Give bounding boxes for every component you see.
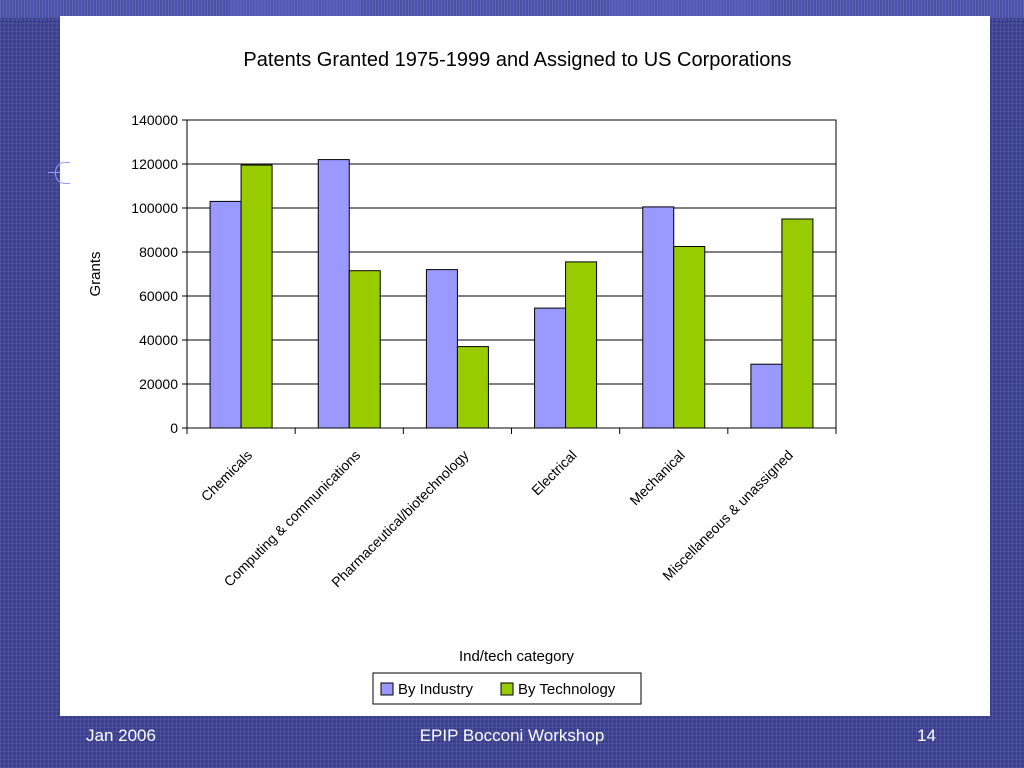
bar-by-technology [781,218,814,429]
bar-by-technology [673,246,706,429]
x-category-label: Miscellaneous & unassigned [659,447,796,584]
legend-label: By Technology [518,681,616,698]
legend-swatch [500,682,514,696]
footer-page-number: 14 [917,726,936,745]
y-tick-label: 0 [170,420,178,436]
bar-by-industry [209,200,242,429]
y-axis-label: Grants [87,251,104,296]
legend-swatch [380,682,394,696]
bar-by-industry [750,363,783,429]
bar-by-industry [425,269,458,429]
x-category-label: Electrical [528,447,579,498]
x-category-label: Chemicals [198,447,256,505]
legend-label: By Industry [398,681,474,698]
bar-by-industry [642,206,675,429]
footer-event: EPIP Bocconi Workshop [419,726,605,745]
bar-by-technology [240,164,273,429]
y-tick-label: 40000 [139,332,178,348]
bar-by-technology [348,270,381,429]
y-tick-label: 120000 [131,156,178,172]
x-category-label: Mechanical [626,447,687,508]
y-tick-label: 100000 [131,200,178,216]
bar-chart: Patents Granted 1975-1999 and Assigned t… [87,49,837,705]
bar-by-technology [565,261,598,429]
chart-title: Patents Granted 1975-1999 and Assigned t… [243,49,791,71]
bar-by-industry [534,307,567,429]
x-axis-label: Ind/tech category [459,648,575,665]
y-tick-label: 80000 [139,244,178,260]
decorative-connector-line [48,172,60,173]
slide-content-panel: Patents Granted 1975-1999 and Assigned t… [60,16,990,716]
decorative-connector-arc [55,162,70,184]
y-tick-label: 20000 [139,376,178,392]
y-tick-label: 60000 [139,288,178,304]
y-tick-label: 140000 [131,112,178,128]
top-decorative-band [0,0,1024,18]
bar-by-industry [317,159,350,429]
plot-area-border [186,119,837,429]
footer-date: Jan 2006 [86,726,156,745]
bar-by-technology [456,346,489,429]
